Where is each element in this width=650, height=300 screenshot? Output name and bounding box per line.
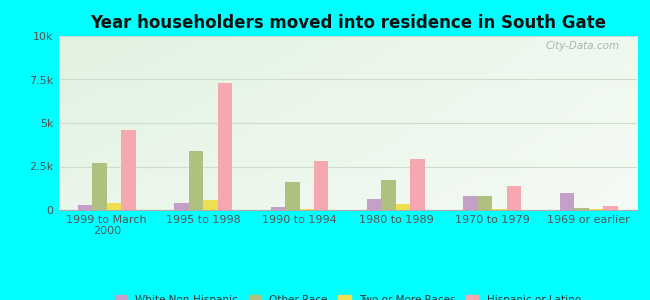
Text: City-Data.com: City-Data.com — [545, 41, 619, 51]
Bar — [589, 209, 603, 210]
Bar — [575, 208, 589, 210]
Bar — [218, 83, 232, 210]
Bar — [560, 193, 575, 210]
Bar — [478, 196, 492, 210]
Bar — [300, 208, 314, 210]
Bar — [78, 205, 92, 210]
Bar — [285, 182, 300, 210]
Bar — [270, 207, 285, 210]
Bar — [367, 199, 382, 210]
Bar — [188, 151, 203, 210]
Bar — [493, 208, 507, 210]
Bar — [410, 159, 425, 210]
Title: Year householders moved into residence in South Gate: Year householders moved into residence i… — [90, 14, 606, 32]
Bar — [92, 163, 107, 210]
Bar — [507, 186, 521, 210]
Bar — [603, 206, 618, 210]
Bar — [203, 200, 218, 210]
Legend: White Non-Hispanic, Other Race, Two or More Races, Hispanic or Latino: White Non-Hispanic, Other Race, Two or M… — [111, 291, 585, 300]
Bar — [314, 161, 328, 210]
Bar — [396, 204, 410, 210]
Bar — [382, 180, 396, 210]
Bar — [174, 203, 188, 210]
Bar — [107, 203, 121, 210]
Bar — [463, 196, 478, 210]
Bar — [121, 130, 136, 210]
